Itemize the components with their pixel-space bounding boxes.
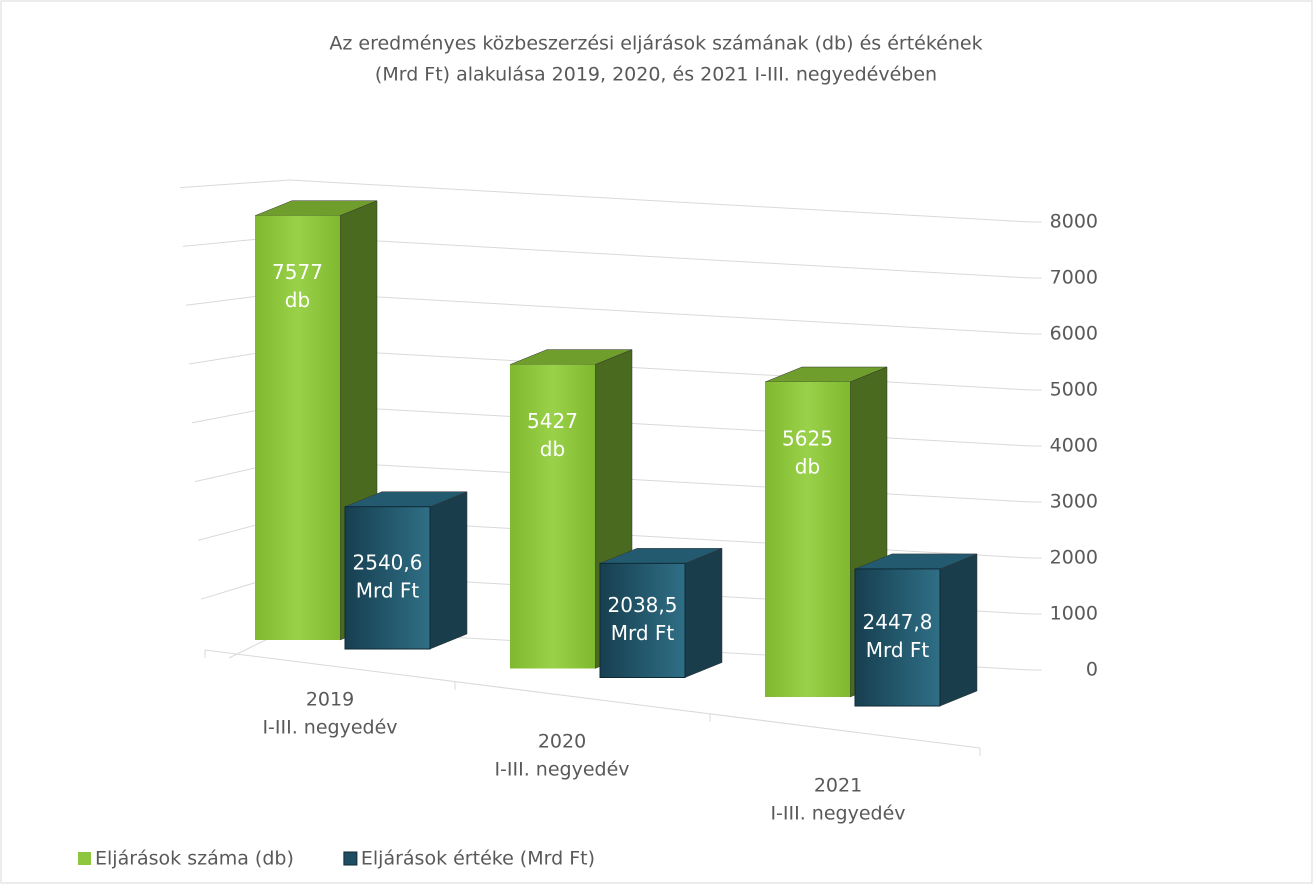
legend-label: Eljárások száma (db) — [95, 848, 294, 870]
data-label: 5427 — [527, 409, 578, 433]
data-label: 7577 — [272, 260, 323, 284]
data-label: 2540,6 — [353, 550, 423, 574]
y-tick-label: 0 — [1086, 659, 1098, 681]
data-label: db — [285, 288, 310, 312]
bar — [599, 562, 686, 678]
grid-line — [289, 235, 1031, 279]
chart-title: Az eredményes közbeszerzési eljárások sz… — [329, 33, 982, 55]
y-tick-label: 7000 — [1050, 267, 1098, 289]
grid-line — [289, 291, 1031, 335]
legend-label: Eljárások értéke (Mrd Ft) — [361, 848, 595, 870]
y-tick-label: 1000 — [1050, 603, 1098, 625]
grid-line — [289, 179, 1031, 223]
bar — [854, 568, 941, 707]
x-tick-label: 2021 — [814, 775, 862, 797]
bar-side — [684, 547, 723, 678]
data-label: 5625 — [782, 427, 833, 451]
data-label: Mrd Ft — [356, 578, 420, 602]
bar-side — [939, 553, 978, 707]
x-tick-label: I-III. negyedév — [770, 803, 905, 825]
bar — [510, 364, 595, 669]
bar — [765, 382, 850, 697]
y-tick-label: 4000 — [1050, 435, 1098, 457]
bar — [344, 506, 431, 650]
data-label: Mrd Ft — [866, 638, 930, 662]
legend-swatch — [78, 852, 91, 865]
y-tick-label: 2000 — [1050, 547, 1098, 569]
data-label: 2038,5 — [608, 593, 678, 617]
y-tick-label: 8000 — [1050, 211, 1098, 233]
y-tick-label: 6000 — [1050, 323, 1098, 345]
grid-line — [289, 347, 1031, 391]
data-label: 2447,8 — [863, 610, 933, 634]
bar-side — [429, 491, 468, 650]
y-tick-label: 5000 — [1050, 379, 1098, 401]
data-label: db — [795, 455, 820, 479]
x-tick-label: I-III. negyedév — [494, 759, 629, 781]
chart-title: (Mrd Ft) alakulása 2019, 2020, és 2021 I… — [375, 64, 937, 86]
bar — [255, 215, 340, 641]
legend-swatch — [343, 851, 358, 866]
x-tick-label: I-III. negyedév — [262, 717, 397, 739]
data-label: db — [540, 437, 565, 461]
data-label: Mrd Ft — [611, 621, 675, 645]
x-axis — [204, 649, 981, 749]
x-tick-label: 2019 — [306, 689, 354, 711]
y-tick-label: 3000 — [1050, 491, 1098, 513]
grid-line — [179, 179, 291, 189]
grid-line — [289, 459, 1031, 503]
grid-line — [289, 403, 1031, 447]
x-tick-label: 2020 — [538, 731, 586, 753]
